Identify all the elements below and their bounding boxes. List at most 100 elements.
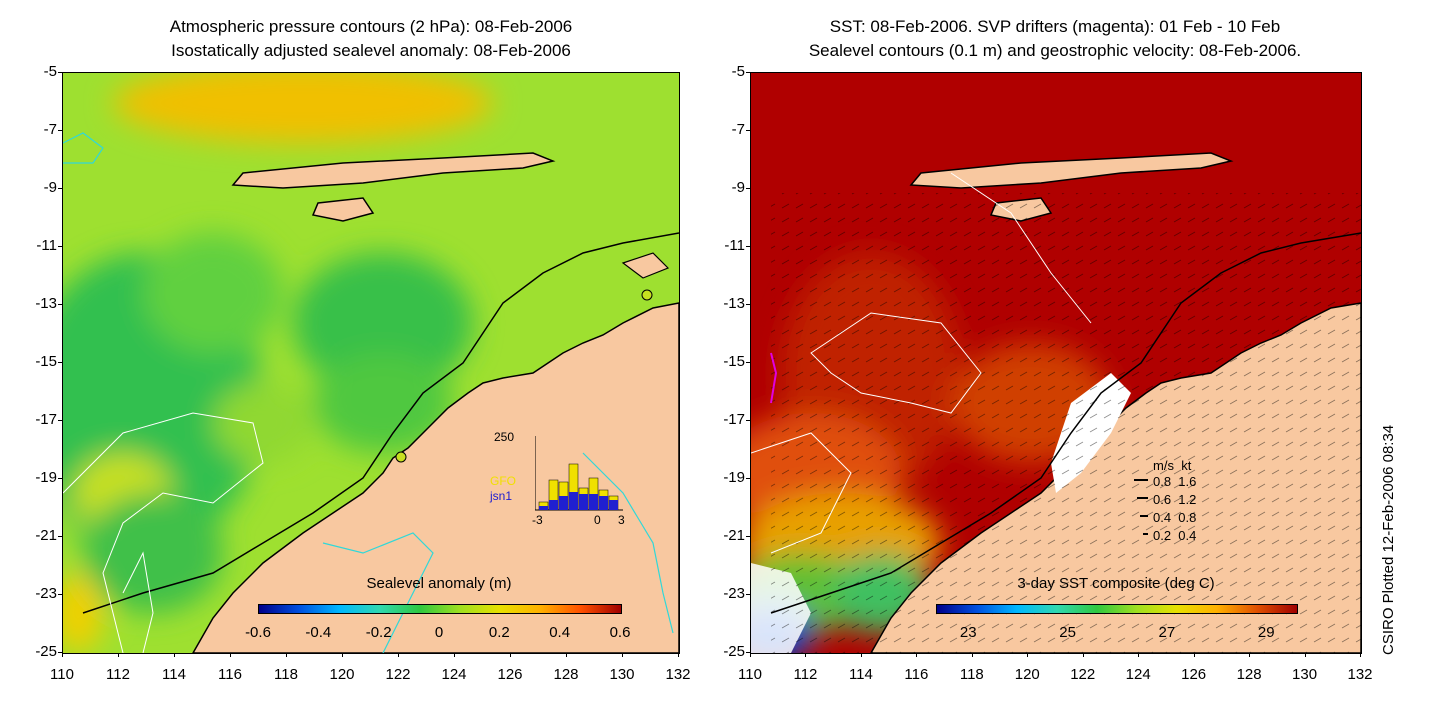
right-lon-tickmark bbox=[1249, 653, 1251, 657]
right-lon-tickmark bbox=[1360, 653, 1361, 657]
left-lon-tickmark bbox=[62, 653, 63, 657]
histogram-xtick-neg3: -3 bbox=[532, 513, 543, 527]
histogram-bar-jsn1 bbox=[539, 506, 548, 510]
velocity-legend-row: 0.4 0.8 bbox=[1153, 510, 1197, 525]
left-lon-tick: 124 bbox=[441, 666, 467, 683]
left-lat-tick: -11 bbox=[36, 237, 57, 254]
right-lon-tick: 110 bbox=[738, 666, 762, 683]
velocity-legend-arrow bbox=[1140, 515, 1148, 517]
sealevel-colorbar-tick: 0.6 bbox=[609, 624, 631, 641]
left-lat-tick: -13 bbox=[35, 295, 57, 312]
left-lon-tick: 118 bbox=[274, 666, 298, 683]
sealevel-anomaly-map[interactable] bbox=[62, 72, 680, 654]
left-lon-tick: 112 bbox=[106, 666, 130, 683]
left-lon-tickmark bbox=[174, 653, 175, 657]
sst-colorbar-tick: 27 bbox=[1158, 624, 1176, 641]
right-lat-tickmark bbox=[746, 362, 750, 363]
right-lon-tick: 132 bbox=[1347, 666, 1373, 683]
australia-land bbox=[192, 302, 679, 653]
right-lat-tick: -21 bbox=[723, 527, 745, 544]
histogram-canvas bbox=[534, 436, 623, 511]
velocity-legend-header: m/s kt bbox=[1153, 458, 1192, 473]
histogram-legend-jsn1: jsn1 bbox=[490, 489, 513, 503]
right-lon-tickmark bbox=[971, 653, 973, 657]
right-lon-tick: 118 bbox=[959, 666, 984, 683]
timor-island bbox=[231, 152, 556, 189]
left-lat-tickmark bbox=[58, 478, 62, 479]
right-title-line2: Sealevel contours (0.1 m) and geostrophi… bbox=[808, 41, 1302, 60]
left-lon-tickmark bbox=[118, 653, 119, 657]
left-lon-tick: 110 bbox=[50, 666, 74, 683]
right-lat-tick: -11 bbox=[724, 237, 745, 254]
sst-colorbar bbox=[936, 604, 1298, 614]
right-lat-tick: -17 bbox=[723, 411, 745, 428]
histogram-bar-jsn1 bbox=[579, 494, 588, 510]
right-lat-tickmark bbox=[746, 536, 750, 537]
right-lat-tickmark bbox=[746, 304, 750, 305]
sealevel-colorbar-tick: -0.2 bbox=[365, 624, 392, 641]
velocity-legend-arrow bbox=[1134, 479, 1148, 481]
left-lon-tickmark bbox=[454, 653, 455, 657]
right-lon-tickmark bbox=[805, 653, 807, 657]
histogram-bar-jsn1 bbox=[609, 500, 618, 510]
left-lat-tickmark bbox=[58, 362, 62, 363]
left-lon-tickmark bbox=[622, 653, 623, 657]
left-lat-tickmark bbox=[58, 72, 62, 73]
right-lon-tickmark bbox=[1193, 653, 1195, 657]
right-lon-tick: 112 bbox=[793, 666, 818, 683]
right-lon-tick: 116 bbox=[904, 666, 929, 683]
right-lat-tickmark bbox=[746, 478, 750, 479]
left-title-line2: Isostatically adjusted sealevel anomaly:… bbox=[171, 41, 571, 60]
left-lat-tickmark bbox=[58, 304, 62, 305]
arnhem-island bbox=[621, 252, 670, 279]
left-lon-tickmark bbox=[342, 653, 343, 657]
sealevel-colorbar-tick: -0.6 bbox=[245, 624, 271, 641]
right-lon-tickmark bbox=[916, 653, 918, 657]
velocity-legend-arrow bbox=[1137, 497, 1148, 499]
left-lat-tick: -15 bbox=[35, 353, 57, 370]
left-lat-tick: -23 bbox=[35, 585, 57, 602]
left-lon-tick: 120 bbox=[329, 666, 355, 683]
left-lat-tick: -5 bbox=[43, 63, 57, 80]
left-lat-tickmark bbox=[58, 652, 62, 653]
sealevel-colorbar bbox=[258, 604, 622, 614]
right-lon-tick: 128 bbox=[1236, 666, 1262, 683]
right-lat-tick: -19 bbox=[723, 469, 745, 486]
right-lon-tickmark bbox=[860, 653, 862, 657]
left-lat-tickmark bbox=[58, 188, 62, 189]
right-lat-tick: -9 bbox=[731, 179, 745, 196]
right-lat-tickmark bbox=[746, 652, 750, 653]
histogram-xtick-3: 3 bbox=[618, 513, 625, 527]
histogram-xtick-0: 0 bbox=[594, 513, 601, 527]
left-lat-tickmark bbox=[58, 130, 62, 131]
left-lon-tick: 126 bbox=[497, 666, 523, 683]
sst-map[interactable] bbox=[750, 72, 1362, 654]
right-title-line1: SST: 08-Feb-2006. SVP drifters (magenta)… bbox=[829, 17, 1281, 36]
left-lon-tickmark bbox=[286, 653, 287, 657]
right-lon-tick: 126 bbox=[1181, 666, 1207, 683]
left-lon-tick: 114 bbox=[162, 666, 186, 683]
left-lat-tickmark bbox=[58, 420, 62, 421]
sst-colorbar-tick: 29 bbox=[1257, 624, 1275, 641]
right-lon-tick: 124 bbox=[1125, 666, 1151, 683]
right-lat-tick: -7 bbox=[731, 121, 745, 138]
left-lat-tick: -9 bbox=[43, 179, 57, 196]
altimeter-histogram bbox=[534, 436, 623, 512]
left-lon-tick: 130 bbox=[609, 666, 635, 683]
left-lat-tickmark bbox=[58, 246, 62, 247]
sumba-island bbox=[311, 197, 375, 222]
histogram-bar-jsn1 bbox=[589, 494, 598, 510]
right-lat-tickmark bbox=[746, 594, 750, 595]
right-lon-tick: 122 bbox=[1070, 666, 1096, 683]
histogram-bar-jsn1 bbox=[559, 496, 568, 510]
sealevel-colorbar-tick: 0.2 bbox=[488, 624, 510, 641]
sealevel-map-canvas bbox=[63, 73, 679, 653]
right-lat-tickmark bbox=[746, 188, 750, 189]
right-lat-tickmark bbox=[746, 246, 750, 247]
left-lon-tick: 116 bbox=[218, 666, 242, 683]
right-lon-tick: 114 bbox=[848, 666, 873, 683]
timor-island-right bbox=[909, 152, 1234, 189]
left-title-line1: Atmospheric pressure contours (2 hPa): 0… bbox=[169, 17, 573, 36]
right-lat-tickmark bbox=[746, 72, 750, 73]
right-lat-tick: -13 bbox=[723, 295, 745, 312]
